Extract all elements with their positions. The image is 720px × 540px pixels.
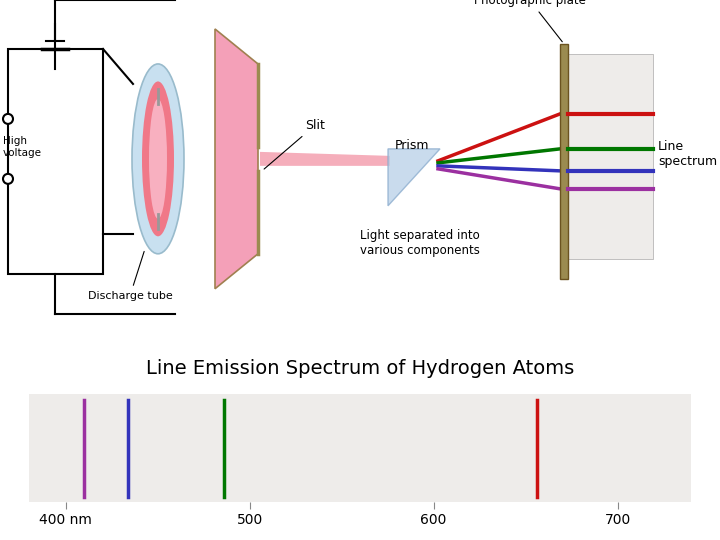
Text: High
voltage: High voltage — [3, 136, 42, 158]
Circle shape — [3, 114, 13, 124]
Bar — [568, 54, 653, 259]
Text: Discharge tube: Discharge tube — [88, 252, 172, 301]
Text: Slit: Slit — [264, 119, 325, 169]
Ellipse shape — [132, 64, 184, 254]
Text: Photographic plate: Photographic plate — [474, 0, 586, 42]
Polygon shape — [260, 152, 390, 166]
Polygon shape — [388, 149, 440, 206]
Circle shape — [3, 174, 13, 184]
Bar — [8, 49, 103, 274]
Ellipse shape — [142, 82, 174, 237]
Bar — [560, 44, 568, 279]
Text: Line Emission Spectrum of Hydrogen Atoms: Line Emission Spectrum of Hydrogen Atoms — [146, 359, 574, 378]
Text: Prism: Prism — [395, 139, 430, 152]
Ellipse shape — [149, 99, 167, 219]
Polygon shape — [215, 29, 258, 289]
Text: Line
spectrum: Line spectrum — [658, 140, 717, 168]
Text: Light separated into
various components: Light separated into various components — [360, 229, 480, 257]
